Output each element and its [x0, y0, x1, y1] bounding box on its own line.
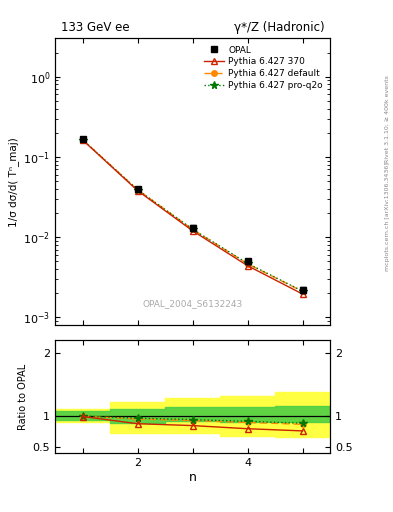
Text: γ*/Z (Hadronic): γ*/Z (Hadronic)	[234, 21, 325, 34]
Text: OPAL_2004_S6132243: OPAL_2004_S6132243	[142, 299, 243, 308]
Text: 133 GeV ee: 133 GeV ee	[61, 21, 129, 34]
Text: Rivet 3.1.10; ≥ 400k events: Rivet 3.1.10; ≥ 400k events	[385, 75, 389, 163]
Text: mcplots.cern.ch [arXiv:1306.3436]: mcplots.cern.ch [arXiv:1306.3436]	[385, 162, 389, 270]
Y-axis label: 1/σ dσ/d( Tⁿ_maj): 1/σ dσ/d( Tⁿ_maj)	[8, 137, 19, 227]
Legend: OPAL, Pythia 6.427 370, Pythia 6.427 default, Pythia 6.427 pro-q2o: OPAL, Pythia 6.427 370, Pythia 6.427 def…	[201, 43, 326, 93]
X-axis label: n: n	[189, 471, 196, 484]
Y-axis label: Ratio to OPAL: Ratio to OPAL	[18, 364, 28, 430]
